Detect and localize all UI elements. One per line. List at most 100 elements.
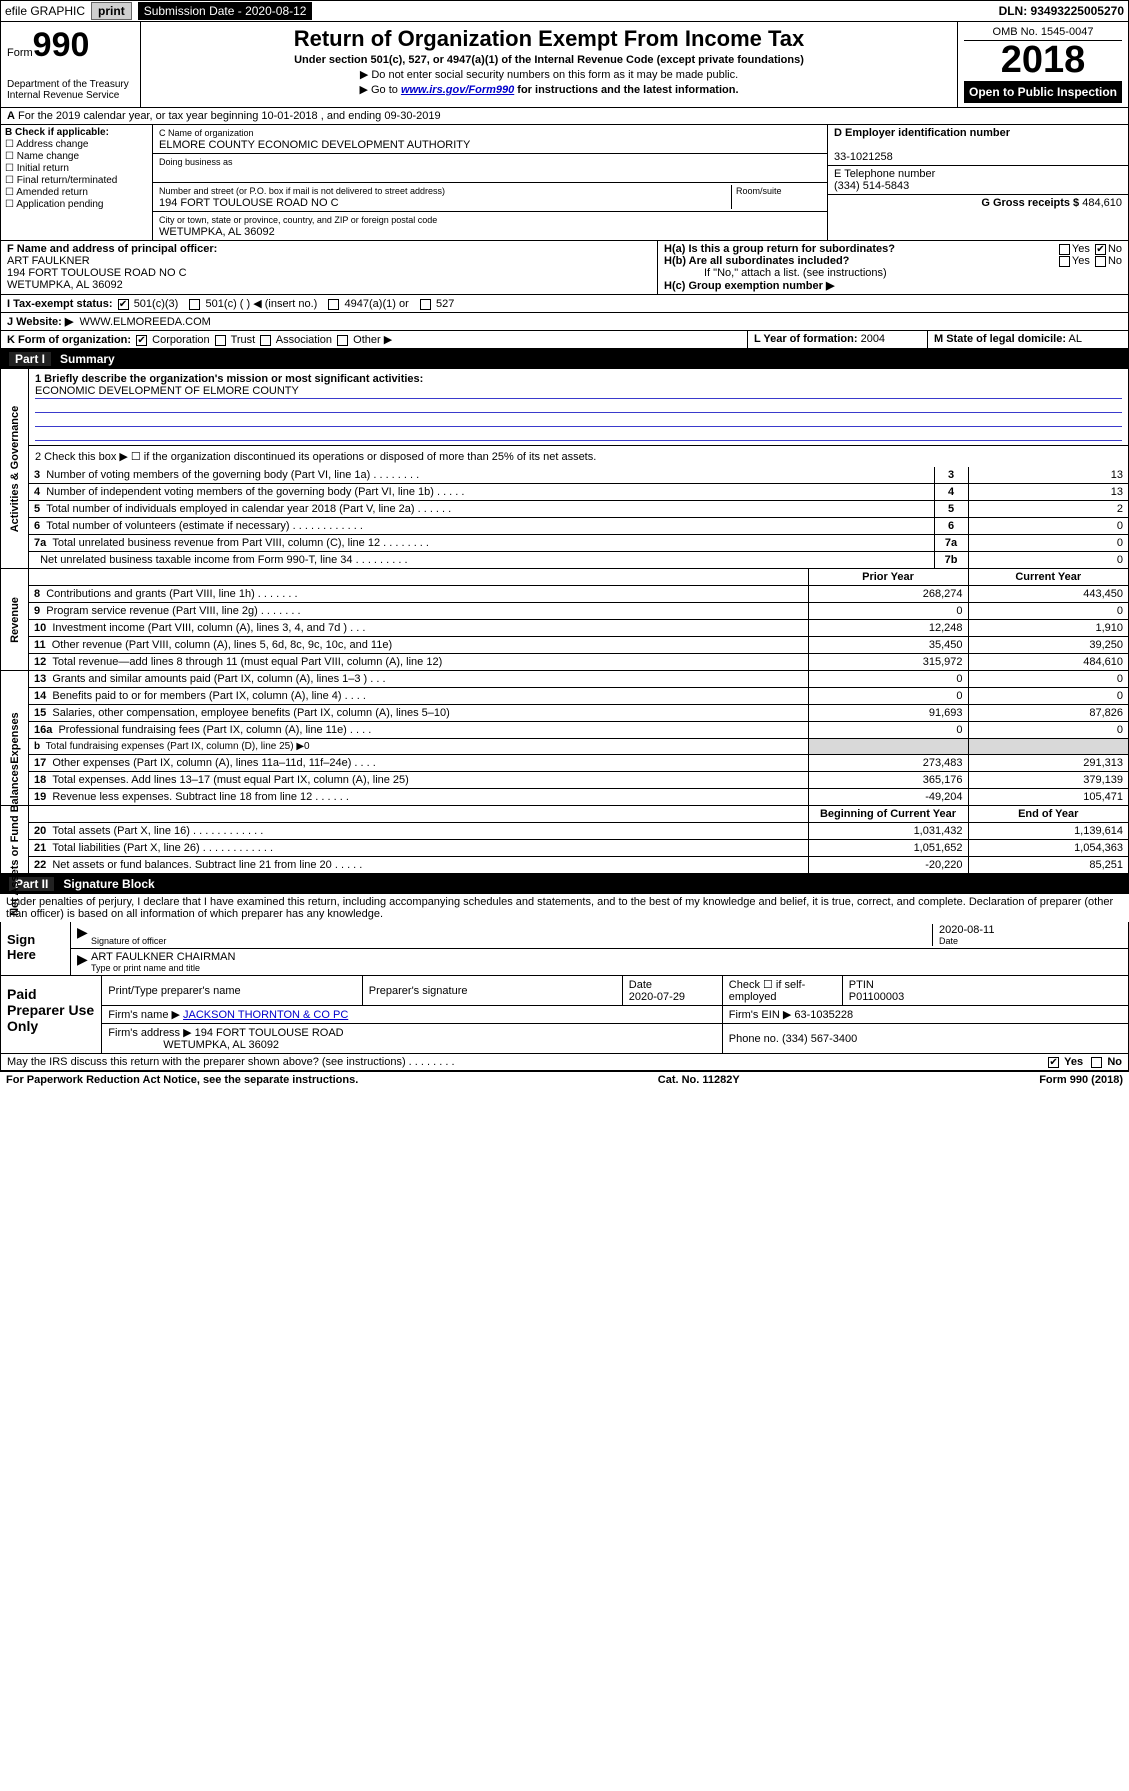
table-row: 6 Total number of volunteers (estimate i… bbox=[29, 518, 934, 535]
print-button[interactable]: print bbox=[91, 2, 132, 20]
year-formed: 2004 bbox=[861, 333, 885, 345]
table-row: 13 Grants and similar amounts paid (Part… bbox=[29, 671, 808, 688]
sign-block: Sign Here ▶ Signature of officer 2020-08… bbox=[0, 922, 1129, 976]
i-501c[interactable] bbox=[189, 299, 200, 310]
org-name: ELMORE COUNTY ECONOMIC DEVELOPMENT AUTHO… bbox=[159, 139, 470, 151]
side-exp: Expenses bbox=[9, 712, 21, 763]
table-row: 17 Other expenses (Part IX, column (A), … bbox=[29, 755, 808, 772]
prep-date: 2020-07-29 bbox=[629, 991, 685, 1003]
table-row: 10 Investment income (Part VIII, column … bbox=[29, 620, 808, 637]
topbar: efile GRAPHIC print Submission Date - 20… bbox=[0, 0, 1129, 22]
col-deg: D Employer identification number 33-1021… bbox=[828, 125, 1128, 240]
form-header: Form990 Department of the Treasury Inter… bbox=[0, 22, 1129, 108]
discuss-no[interactable] bbox=[1091, 1057, 1102, 1068]
hb-no[interactable] bbox=[1095, 256, 1106, 267]
info-grid: B Check if applicable: ☐ Address change … bbox=[0, 125, 1129, 241]
i-4947[interactable] bbox=[328, 299, 339, 310]
city-state-zip: WETUMPKA, AL 36092 bbox=[159, 226, 275, 238]
k-assoc[interactable] bbox=[260, 335, 271, 346]
exp-block: Expenses 13 Grants and similar amounts p… bbox=[0, 671, 1129, 806]
ha-no[interactable] bbox=[1095, 244, 1106, 255]
open-inspection: Open to Public Inspection bbox=[964, 81, 1122, 103]
table-row: Net unrelated business taxable income fr… bbox=[29, 552, 934, 569]
chk-app-pending[interactable]: ☐ Application pending bbox=[5, 199, 148, 210]
arrow-icon: ▶ bbox=[77, 951, 91, 973]
instructions-link[interactable]: www.irs.gov/Form990 bbox=[401, 84, 514, 96]
rev-block: Revenue Prior YearCurrent Year8 Contribu… bbox=[0, 569, 1129, 671]
form-number: 990 bbox=[33, 26, 90, 64]
table-row: 14 Benefits paid to or for members (Part… bbox=[29, 688, 808, 705]
efile-label: efile GRAPHIC bbox=[5, 4, 85, 18]
chk-name-change[interactable]: ☐ Name change bbox=[5, 151, 148, 162]
table-row: 20 Total assets (Part X, line 16) . . . … bbox=[29, 823, 808, 840]
firm-link[interactable]: JACKSON THORNTON & CO PC bbox=[183, 1009, 348, 1021]
officer-name: ART FAULKNER bbox=[7, 255, 90, 267]
line2: 2 Check this box ▶ ☐ if the organization… bbox=[29, 446, 1128, 467]
i-501c3[interactable] bbox=[118, 299, 129, 310]
table-row: 16a Professional fundraising fees (Part … bbox=[29, 722, 808, 739]
table-row: 9 Program service revenue (Part VIII, li… bbox=[29, 603, 808, 620]
perjury: Under penalties of perjury, I declare th… bbox=[0, 894, 1129, 922]
chk-final-return[interactable]: ☐ Final return/terminated bbox=[5, 175, 148, 186]
row-klm: K Form of organization: Corporation Trus… bbox=[0, 331, 1129, 349]
firm-ein: 63-1035228 bbox=[794, 1009, 853, 1021]
submission-date: Submission Date - 2020-08-12 bbox=[138, 2, 313, 20]
officer-printed: ART FAULKNER CHAIRMAN bbox=[91, 951, 235, 963]
domicile-state: AL bbox=[1068, 333, 1081, 345]
ptin: P01100003 bbox=[849, 991, 904, 1003]
col-b: B Check if applicable: ☐ Address change … bbox=[1, 125, 153, 240]
form-title: Return of Organization Exempt From Incom… bbox=[151, 26, 947, 52]
table-row: 15 Salaries, other compensation, employe… bbox=[29, 705, 808, 722]
i-527[interactable] bbox=[420, 299, 431, 310]
table-row: 3 Number of voting members of the govern… bbox=[29, 467, 934, 484]
discuss-yes[interactable] bbox=[1048, 1057, 1059, 1068]
k-trust[interactable] bbox=[215, 335, 226, 346]
row-fh: F Name and address of principal officer:… bbox=[0, 241, 1129, 295]
discuss-row: May the IRS discuss this return with the… bbox=[0, 1054, 1129, 1071]
form-note1: ▶ Do not enter social security numbers o… bbox=[151, 68, 947, 81]
k-other[interactable] bbox=[337, 335, 348, 346]
table-row: 18 Total expenses. Add lines 13–17 (must… bbox=[29, 772, 808, 789]
website: WWW.ELMOREEDA.COM bbox=[79, 316, 210, 328]
table-row: b Total fundraising expenses (Part IX, c… bbox=[29, 739, 808, 755]
table-row: 12 Total revenue—add lines 8 through 11 … bbox=[29, 654, 808, 671]
table-row: 5 Total number of individuals employed i… bbox=[29, 501, 934, 518]
firm-phone: (334) 567-3400 bbox=[782, 1033, 857, 1045]
preparer-label: Paid Preparer Use Only bbox=[1, 976, 102, 1053]
table-row: 7a Total unrelated business revenue from… bbox=[29, 535, 934, 552]
table-row: 19 Revenue less expenses. Subtract line … bbox=[29, 789, 808, 806]
dept-label: Department of the Treasury Internal Reve… bbox=[7, 79, 134, 101]
mission: ECONOMIC DEVELOPMENT OF ELMORE COUNTY bbox=[35, 385, 1122, 399]
net-block: Net Assets or Fund Balances Beginning of… bbox=[0, 806, 1129, 874]
side-rev: Revenue bbox=[9, 597, 21, 643]
side-gov: Activities & Governance bbox=[9, 405, 21, 532]
sign-here-label: Sign Here bbox=[1, 922, 71, 975]
table-row: 21 Total liabilities (Part X, line 26) .… bbox=[29, 840, 808, 857]
table-row: 8 Contributions and grants (Part VIII, l… bbox=[29, 586, 808, 603]
phone: (334) 514-5843 bbox=[834, 180, 909, 192]
street-address: 194 FORT TOULOUSE ROAD NO C bbox=[159, 197, 339, 209]
hb-yes[interactable] bbox=[1059, 256, 1070, 267]
form-note2: ▶ Go to www.irs.gov/Form990 for instruct… bbox=[151, 83, 947, 96]
chk-amended[interactable]: ☐ Amended return bbox=[5, 187, 148, 198]
part-ii-bar: Part II Signature Block bbox=[0, 874, 1129, 894]
col-c: C Name of organization ELMORE COUNTY ECO… bbox=[153, 125, 828, 240]
table-row: 4 Number of independent voting members o… bbox=[29, 484, 934, 501]
chk-address-change[interactable]: ☐ Address change bbox=[5, 139, 148, 150]
sign-date: 2020-08-11 bbox=[939, 924, 994, 936]
row-j: J Website: ▶ WWW.ELMOREEDA.COM bbox=[0, 313, 1129, 331]
row-a: A For the 2019 calendar year, or tax yea… bbox=[0, 108, 1129, 125]
table-row: 11 Other revenue (Part VIII, column (A),… bbox=[29, 637, 808, 654]
preparer-block: Paid Preparer Use Only Print/Type prepar… bbox=[0, 976, 1129, 1054]
form-prefix: Form bbox=[7, 47, 33, 59]
chk-initial-return[interactable]: ☐ Initial return bbox=[5, 163, 148, 174]
ein: 33-1021258 bbox=[834, 151, 893, 163]
ha-yes[interactable] bbox=[1059, 244, 1070, 255]
gov-block: Activities & Governance 1 Briefly descri… bbox=[0, 369, 1129, 569]
part-i-bar: Part I Summary bbox=[0, 349, 1129, 369]
arrow-icon: ▶ bbox=[77, 924, 91, 946]
dln: DLN: 93493225005270 bbox=[999, 4, 1124, 18]
tax-year: 2018 bbox=[964, 41, 1122, 79]
row-i: I Tax-exempt status: 501(c)(3) 501(c) ( … bbox=[0, 295, 1129, 313]
k-corp[interactable] bbox=[136, 335, 147, 346]
